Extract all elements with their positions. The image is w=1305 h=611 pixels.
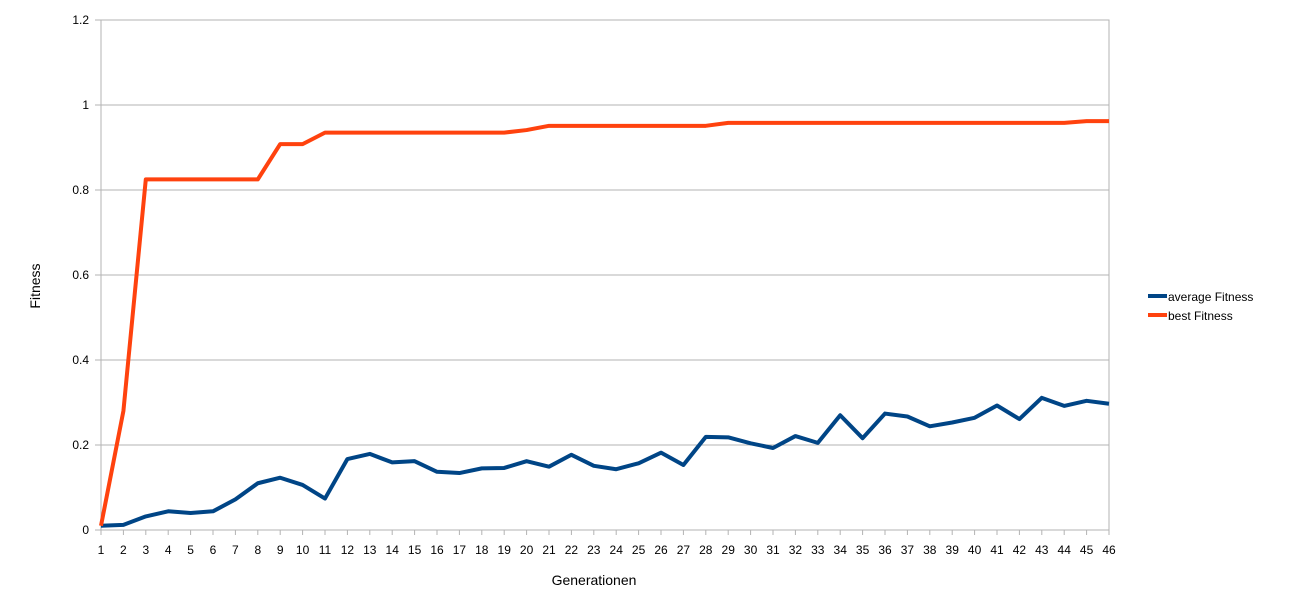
series-line-best-fitness	[99, 119, 1109, 527]
legend-label-average-fitness: average Fitness	[1168, 290, 1253, 304]
x-tick-label: 15	[408, 543, 422, 557]
x-tick-label: 16	[430, 543, 444, 557]
x-tick-label: 19	[498, 543, 512, 557]
x-tick-label: 14	[386, 543, 400, 557]
x-tick-label: 7	[232, 543, 239, 557]
x-tick-label: 6	[210, 543, 217, 557]
x-tick-label: 37	[901, 543, 915, 557]
x-tick-label: 41	[990, 543, 1004, 557]
y-tick-label: 0.8	[72, 183, 89, 197]
x-tick-label: 31	[766, 543, 780, 557]
y-tick-label: 0.6	[72, 268, 89, 282]
x-tick-label: 26	[654, 543, 668, 557]
x-tick-label: 25	[632, 543, 646, 557]
x-tick-label: 40	[968, 543, 982, 557]
y-tick-label: 1.2	[72, 13, 89, 27]
y-axis-ticks: 0 0.2 0.4 0.6 0.8 1 1.2	[72, 13, 101, 537]
gridlines	[101, 104, 1109, 446]
x-tick-label: 46	[1102, 543, 1116, 557]
x-tick-label: 35	[856, 543, 870, 557]
legend: average Fitness best Fitness	[1148, 290, 1253, 323]
x-tick-label: 5	[187, 543, 194, 557]
x-tick-label: 23	[587, 543, 601, 557]
x-tick-label: 44	[1058, 543, 1072, 557]
y-tick-label: 0	[82, 523, 89, 537]
legend-label-best-fitness: best Fitness	[1168, 309, 1233, 323]
x-tick-label: 38	[923, 543, 937, 557]
x-tick-label: 32	[789, 543, 803, 557]
x-tick-label: 39	[946, 543, 960, 557]
x-tick-label: 30	[744, 543, 758, 557]
x-tick-label: 18	[475, 543, 489, 557]
y-tick-label: 0.4	[72, 353, 89, 367]
x-tick-label: 12	[341, 543, 355, 557]
x-tick-label: 27	[677, 543, 691, 557]
x-tick-label: 28	[699, 543, 713, 557]
x-axis-title: Generationen	[552, 572, 637, 588]
x-tick-label: 45	[1080, 543, 1094, 557]
x-tick-label: 9	[277, 543, 284, 557]
y-axis-title: Fitness	[27, 263, 43, 308]
x-tick-label: 29	[722, 543, 736, 557]
x-tick-label: 42	[1013, 543, 1027, 557]
x-tick-label: 21	[542, 543, 556, 557]
x-axis-ticks: 1 2 3 4 5 6 7 8 9 10 11 12 13 14 15 16 17 18 19 20 21 22 23 24 2…	[98, 530, 1116, 557]
y-tick-label: 0.2	[72, 438, 89, 452]
x-tick-label: 8	[254, 543, 261, 557]
x-tick-label: 3	[142, 543, 149, 557]
x-tick-label: 20	[520, 543, 534, 557]
x-tick-label: 24	[610, 543, 624, 557]
y-tick-label: 1	[82, 98, 89, 112]
x-tick-label: 13	[363, 543, 377, 557]
x-tick-label: 33	[811, 543, 825, 557]
x-tick-label: 34	[834, 543, 848, 557]
x-tick-label: 17	[453, 543, 467, 557]
x-tick-label: 2	[120, 543, 127, 557]
series-line-average-fitness	[100, 395, 1110, 528]
x-tick-label: 11	[319, 543, 332, 557]
x-tick-label: 4	[165, 543, 172, 557]
x-tick-label: 1	[98, 543, 105, 557]
x-tick-label: 22	[565, 543, 579, 557]
x-tick-label: 43	[1035, 543, 1049, 557]
x-tick-label: 36	[878, 543, 892, 557]
x-tick-label: 10	[296, 543, 310, 557]
series-lines	[99, 119, 1110, 528]
